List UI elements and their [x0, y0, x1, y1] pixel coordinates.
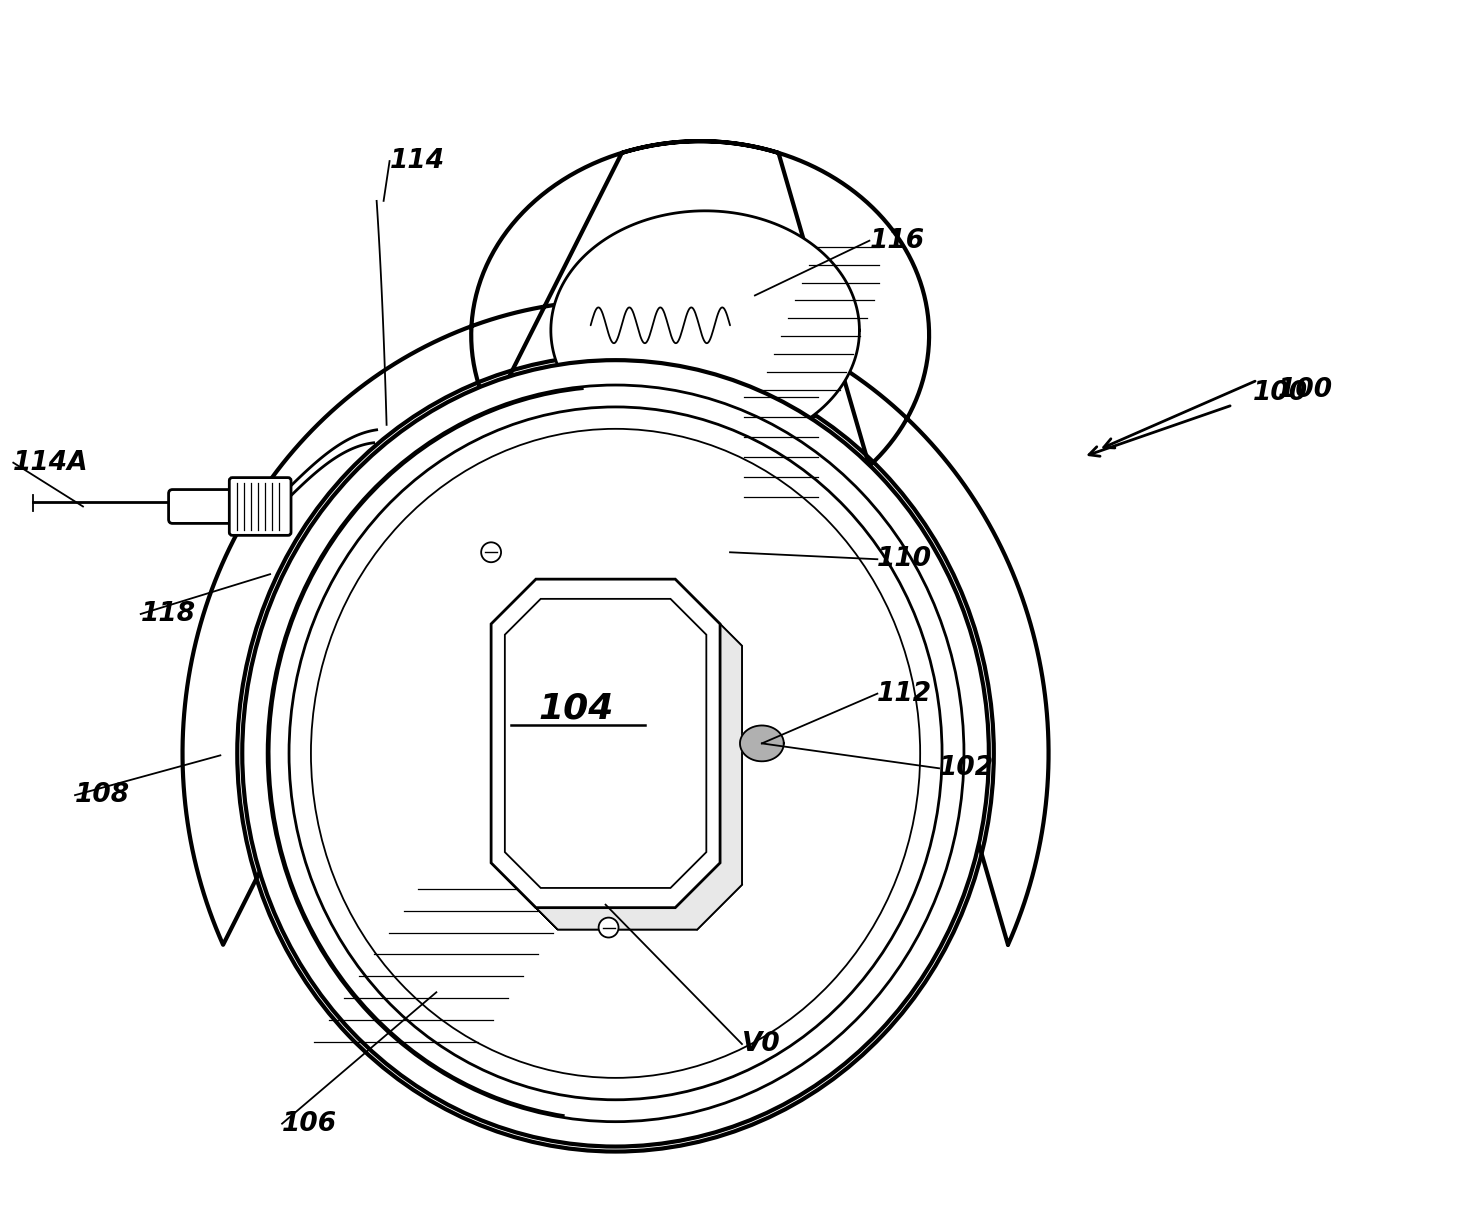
Text: 108: 108 — [75, 782, 131, 808]
Text: 110: 110 — [878, 546, 932, 573]
FancyBboxPatch shape — [169, 490, 237, 524]
Polygon shape — [551, 211, 860, 449]
FancyBboxPatch shape — [229, 477, 291, 535]
Text: 100: 100 — [1252, 379, 1308, 406]
Polygon shape — [491, 579, 720, 908]
Polygon shape — [739, 726, 784, 761]
Text: 106: 106 — [282, 1110, 337, 1137]
Polygon shape — [182, 141, 1048, 945]
Ellipse shape — [243, 360, 989, 1147]
Ellipse shape — [312, 430, 919, 1077]
Ellipse shape — [290, 406, 942, 1100]
Text: 100: 100 — [1277, 377, 1333, 403]
Polygon shape — [491, 863, 557, 929]
Circle shape — [598, 918, 619, 938]
Ellipse shape — [237, 355, 994, 1152]
Text: 112: 112 — [878, 681, 932, 706]
Text: 114: 114 — [390, 148, 445, 174]
Text: 118: 118 — [141, 601, 196, 627]
Text: 114A: 114A — [13, 449, 88, 476]
Circle shape — [481, 542, 501, 562]
Text: 104: 104 — [538, 692, 613, 726]
Text: 102: 102 — [939, 755, 994, 781]
Polygon shape — [675, 863, 742, 929]
Polygon shape — [720, 624, 742, 885]
Polygon shape — [513, 601, 742, 929]
Text: 116: 116 — [869, 228, 925, 253]
Ellipse shape — [265, 383, 966, 1124]
Text: V0: V0 — [742, 1031, 781, 1058]
Polygon shape — [537, 908, 697, 929]
